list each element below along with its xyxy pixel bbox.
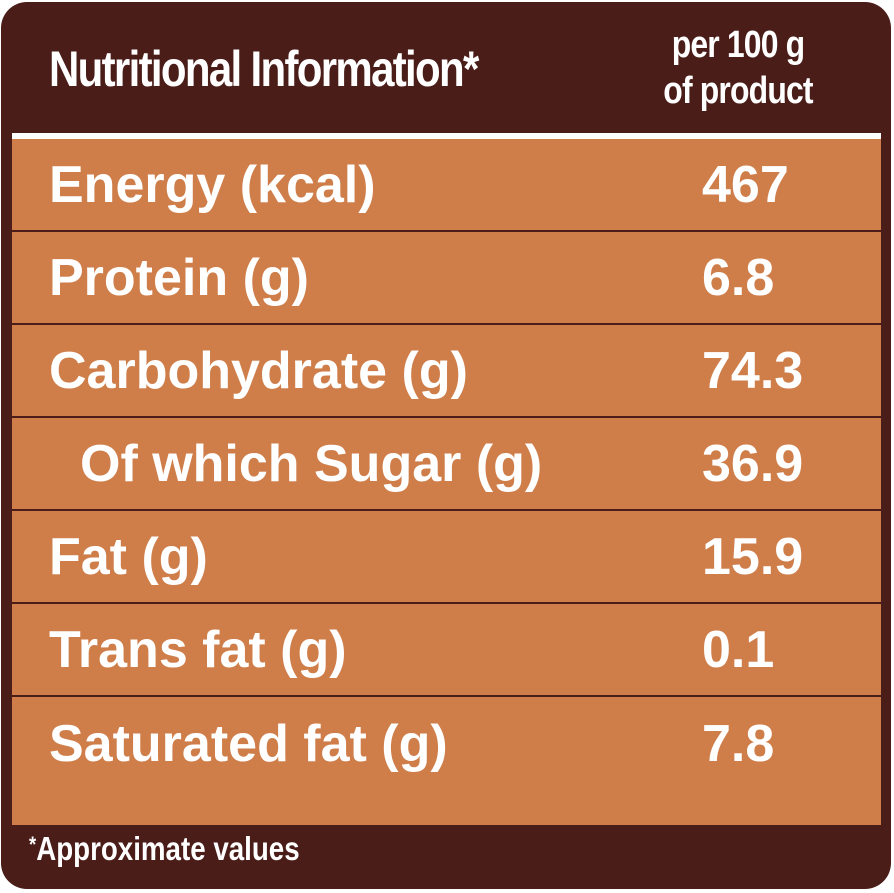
table-row-carbohydrate: Carbohydrate (g) 74.3 — [12, 325, 881, 418]
table-row-trans-fat: Trans fat (g) 0.1 — [12, 604, 881, 697]
nutrition-table: Energy (kcal) 467 Protein (g) 6.8 Carboh… — [12, 133, 881, 825]
row-label: Fat (g) — [49, 527, 208, 586]
row-value: 15.9 — [702, 527, 804, 586]
row-value: 36.9 — [702, 434, 804, 493]
row-label: Carbohydrate (g) — [49, 341, 468, 400]
table-header: Nutritional Information* per 100 g of pr… — [1, 2, 891, 132]
table-row-saturated-fat: Saturated fat (g) 7.8 — [12, 697, 881, 790]
column-header-line-2: of product — [663, 70, 813, 112]
row-label: Of which Sugar (g) — [80, 434, 543, 493]
footnote-text: Approximate values — [36, 830, 300, 867]
table-row-fat: Fat (g) 15.9 — [12, 511, 881, 604]
row-label: Saturated fat (g) — [49, 714, 448, 773]
table-row-protein: Protein (g) 6.8 — [12, 232, 881, 325]
table-row-energy: Energy (kcal) 467 — [12, 139, 881, 232]
table-row-sugar: Of which Sugar (g) 36.9 — [12, 418, 881, 511]
column-header-line-1: per 100 g — [671, 24, 805, 66]
column-header: per 100 g of product — [628, 22, 848, 114]
row-value: 0.1 — [702, 620, 775, 679]
row-value: 6.8 — [702, 248, 775, 307]
row-label: Trans fat (g) — [49, 620, 347, 679]
footnote: *Approximate values — [29, 830, 300, 868]
row-value: 467 — [702, 155, 789, 214]
row-value: 74.3 — [702, 341, 804, 400]
row-value: 7.8 — [702, 714, 775, 773]
table-title: Nutritional Information* — [49, 41, 479, 97]
footnote-marker: * — [29, 832, 37, 857]
row-label: Energy (kcal) — [49, 155, 376, 214]
row-label: Protein (g) — [49, 248, 309, 307]
